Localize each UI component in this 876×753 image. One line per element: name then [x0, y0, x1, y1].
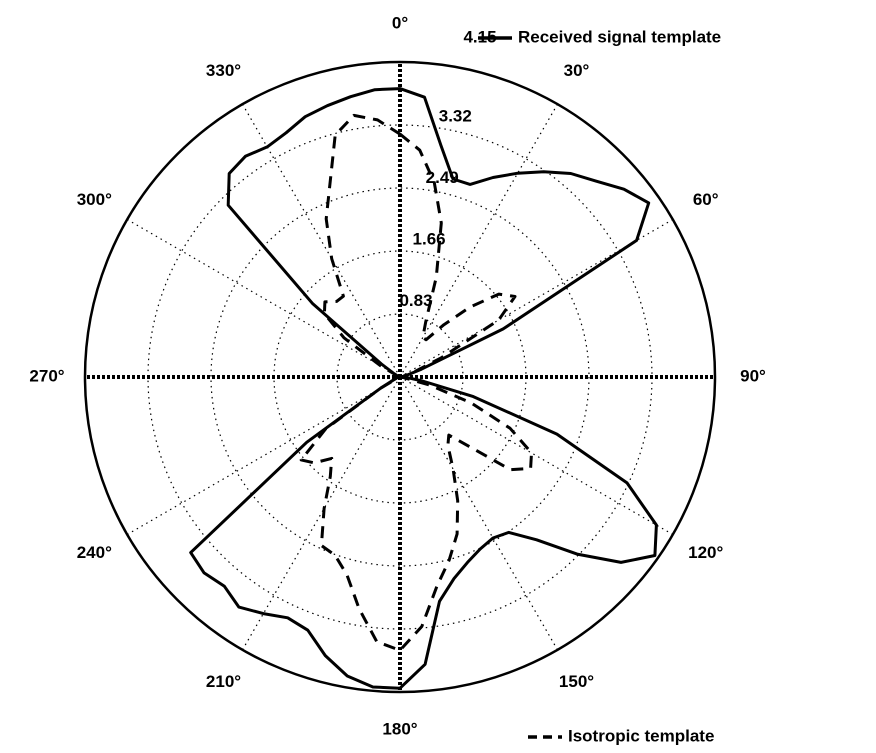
theta-tick-label: 210° — [206, 672, 241, 691]
theta-tick-label: 90° — [740, 366, 766, 385]
r-tick-label: 0.83 — [399, 291, 432, 310]
theta-tick-label: 330° — [206, 61, 241, 80]
spoke — [400, 377, 673, 535]
legend-label: Received signal template — [518, 27, 721, 46]
theta-tick-label: 150° — [559, 672, 594, 691]
spoke — [127, 377, 400, 535]
theta-tick-label: 270° — [29, 366, 64, 385]
spoke — [127, 220, 400, 378]
series-line — [191, 89, 657, 689]
legend-label: Isotropic template — [568, 726, 714, 745]
theta-tick-label: 300° — [77, 190, 112, 209]
chart: 0.831.662.493.324.150°30°60°90°120°150°1… — [0, 0, 876, 753]
theta-tick-label: 240° — [77, 543, 112, 562]
spoke — [400, 377, 558, 650]
theta-tick-label: 120° — [688, 543, 723, 562]
series-line — [301, 115, 531, 650]
theta-tick-label: 0° — [392, 13, 408, 32]
spoke — [243, 104, 401, 377]
theta-tick-label: 60° — [693, 190, 719, 209]
theta-tick-label: 30° — [564, 61, 590, 80]
theta-tick-label: 180° — [382, 719, 417, 738]
r-tick-label: 3.32 — [439, 106, 472, 125]
spoke — [243, 377, 401, 650]
